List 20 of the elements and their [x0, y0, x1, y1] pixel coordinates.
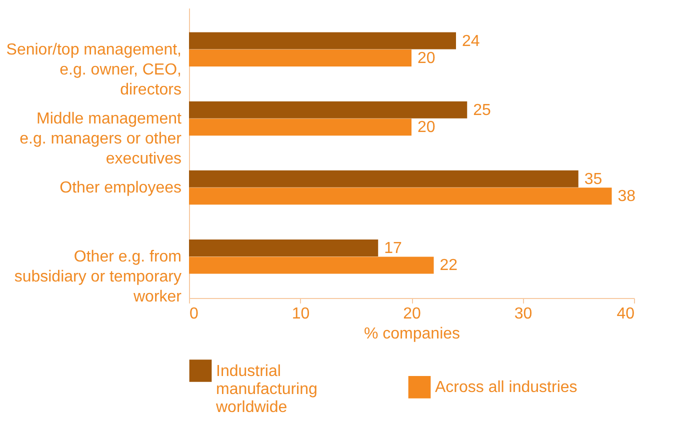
- data-label: 22: [440, 257, 458, 274]
- data-label: 20: [418, 119, 436, 136]
- data-label: 24: [462, 32, 480, 50]
- x-tick-label: 40: [616, 306, 635, 322]
- x-axis-title: % companies: [364, 326, 460, 342]
- x-tick-label: 0: [190, 306, 198, 322]
- y-tick-label: Middle management e.g. managers or other executives: [20, 110, 182, 168]
- data-label: 17: [384, 240, 402, 257]
- x-tick-label: 20: [403, 306, 421, 322]
- x-tick-label: 30: [514, 306, 532, 322]
- data-label: 20: [418, 50, 436, 68]
- legend-label: Across all industries: [435, 379, 578, 396]
- x-tick-label: 10: [292, 306, 310, 322]
- data-label: 25: [473, 102, 492, 119]
- y-tick-label: Other e.g. from subsidiary or temporary worker: [14, 248, 182, 306]
- data-label: 35: [584, 170, 602, 188]
- y-tick-label: Other employees: [60, 180, 182, 197]
- y-tick-label: Senior/top management, e.g. owner, CEO, directors: [6, 41, 182, 98]
- data-label: 38: [618, 188, 636, 206]
- legend-label: Industrial manufacturing worldwide: [215, 362, 318, 416]
